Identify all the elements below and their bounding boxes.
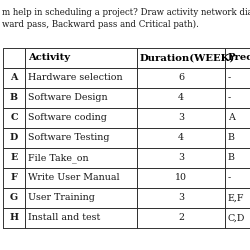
Text: ward pass, Backward pass and Critical path).: ward pass, Backward pass and Critical pa… xyxy=(2,20,199,29)
Text: Duration(WEEK): Duration(WEEK) xyxy=(140,54,235,62)
Text: Precede: Precede xyxy=(228,54,250,62)
Text: F: F xyxy=(10,174,18,182)
Text: -: - xyxy=(228,74,231,82)
Text: A: A xyxy=(228,114,235,122)
Text: m help in scheduling a project? Draw activity network diag: m help in scheduling a project? Draw act… xyxy=(2,8,250,17)
Text: File Take_on: File Take_on xyxy=(28,153,88,163)
Text: G: G xyxy=(10,194,18,202)
Text: 4: 4 xyxy=(178,134,184,142)
Text: 10: 10 xyxy=(175,174,187,182)
Text: 6: 6 xyxy=(178,74,184,82)
Text: 3: 3 xyxy=(178,154,184,162)
Text: B: B xyxy=(228,154,235,162)
Text: 4: 4 xyxy=(178,94,184,102)
Text: C: C xyxy=(10,114,18,122)
Text: 3: 3 xyxy=(178,114,184,122)
Text: User Training: User Training xyxy=(28,194,95,202)
Text: Activity: Activity xyxy=(28,54,70,62)
Text: B: B xyxy=(228,134,235,142)
Text: 3: 3 xyxy=(178,194,184,202)
Text: C,D: C,D xyxy=(228,214,246,222)
Text: Install and test: Install and test xyxy=(28,214,100,222)
Text: D: D xyxy=(10,134,18,142)
Text: Hardware selection: Hardware selection xyxy=(28,74,122,82)
Text: E: E xyxy=(10,154,18,162)
Text: Software coding: Software coding xyxy=(28,114,107,122)
Text: B: B xyxy=(10,94,18,102)
Text: Software Design: Software Design xyxy=(28,94,108,102)
Text: E,F: E,F xyxy=(228,194,244,202)
Text: Write User Manual: Write User Manual xyxy=(28,174,120,182)
Text: -: - xyxy=(228,174,231,182)
Text: 2: 2 xyxy=(178,214,184,222)
Text: H: H xyxy=(10,214,18,222)
Text: -: - xyxy=(228,94,231,102)
Text: Software Testing: Software Testing xyxy=(28,134,110,142)
Text: A: A xyxy=(10,74,18,82)
